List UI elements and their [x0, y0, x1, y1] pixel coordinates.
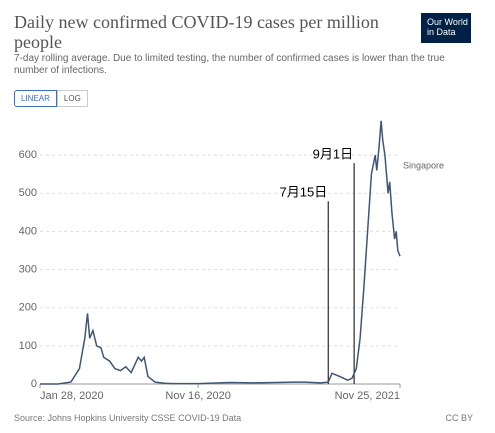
y-tick-label: 600	[19, 149, 37, 161]
license: CC BY	[445, 413, 473, 423]
annotation-label: 7月15日	[280, 185, 328, 200]
linear-button[interactable]: LINEAR	[14, 90, 57, 107]
logo-text: Our World	[427, 17, 468, 27]
log-button[interactable]: LOG	[56, 90, 88, 107]
data-line	[40, 120, 401, 385]
x-tick-label: Jan 28, 2020	[40, 390, 104, 402]
x-tick-label: Nov 16, 2020	[165, 390, 230, 402]
logo-text: in Data	[427, 27, 456, 37]
y-tick-label: 500	[19, 187, 37, 199]
logo[interactable]: Our World in Data	[421, 13, 471, 43]
y-tick-label: 400	[19, 225, 37, 237]
series-label: Singapore	[403, 161, 444, 171]
y-tick-label: 0	[31, 378, 37, 390]
chart-title: Daily new confirmed COVID-19 cases per m…	[14, 12, 379, 52]
chart-subtitle: 7-day rolling average. Due to limited te…	[14, 53, 445, 76]
source: Source: Johns Hopkins University CSSE CO…	[14, 413, 242, 423]
y-tick-label: 200	[19, 302, 37, 314]
x-tick-label: Nov 25, 2021	[335, 390, 400, 402]
annotation-label: 9月1日	[313, 147, 353, 162]
scale-toggle: LINEAR LOG	[14, 90, 88, 107]
y-tick-label: 300	[19, 263, 37, 275]
y-tick-label: 100	[19, 340, 37, 352]
